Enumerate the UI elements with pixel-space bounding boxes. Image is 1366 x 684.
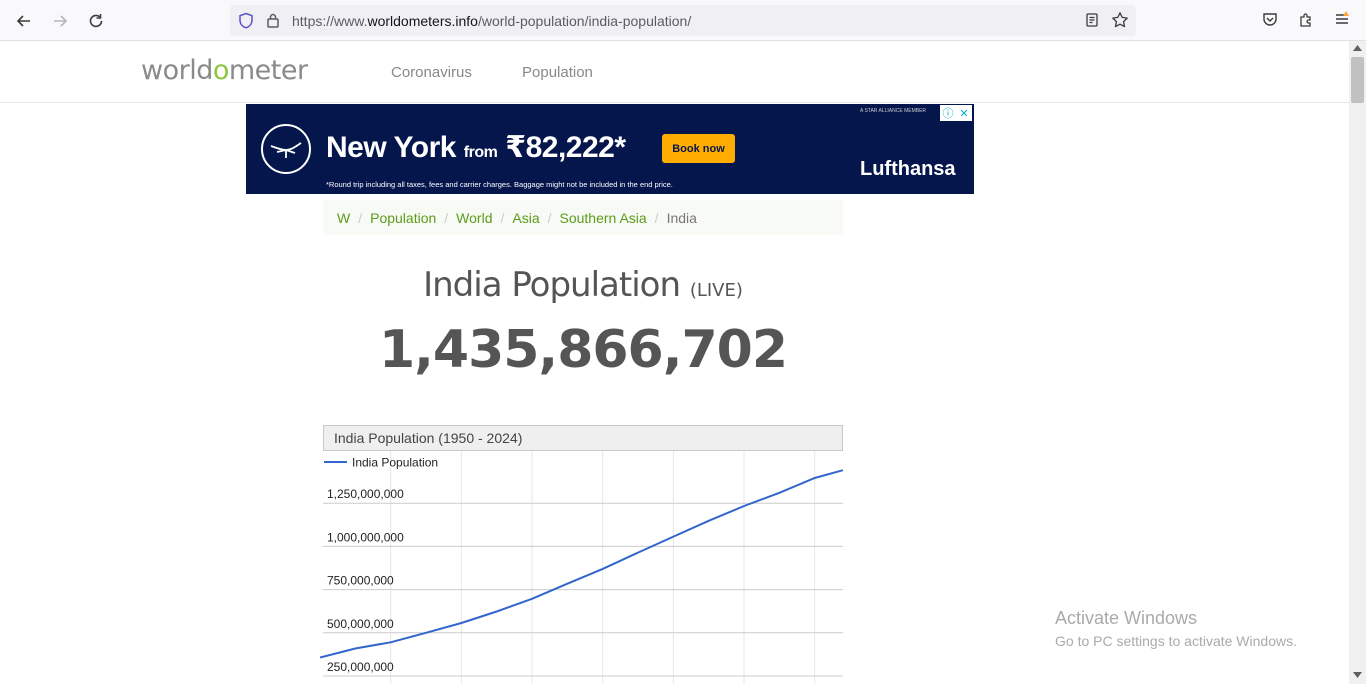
population-chart: 250,000,000 500,000,000 750,000,000 1,000,0… [320,451,844,684]
scroll-down-icon [1353,672,1362,678]
page-scrollbar[interactable] [1349,41,1366,684]
nav-coronavirus[interactable]: Coronavirus [391,64,472,81]
y-tick-label: 1,000,000,000 [327,530,404,544]
address-bar[interactable]: https://www.worldometers.info/world-popu… [230,5,1136,36]
pocket-button[interactable] [1259,8,1281,30]
forward-arrow-icon [54,15,68,27]
breadcrumb-world[interactable]: World [456,209,493,226]
lock-icon [267,13,279,28]
ad-brand: Lufthansa [860,158,956,180]
bookmark-button[interactable] [1109,9,1131,31]
y-tick-label: 750,000,000 [327,574,394,588]
scroll-up-icon [1353,45,1362,51]
extensions-button[interactable] [1295,8,1317,30]
activate-windows-title: Activate Windows [1055,608,1198,628]
breadcrumb-asia[interactable]: Asia [512,209,540,226]
shield-icon [239,12,253,29]
reload-icon [89,14,103,28]
ad-headline: New York from ₹82,222* [326,131,626,164]
breadcrumb-population[interactable]: Population [370,209,437,226]
scroll-thumb[interactable] [1351,57,1364,103]
browser-toolbar: https://www.worldometers.info/world-popu… [0,0,1366,41]
worldometer-logo[interactable]: worldometer [141,55,308,86]
breadcrumb: W / Population / World / Asia / Southern… [323,200,843,235]
ad-fine-print: *Round trip including all taxes, fees an… [326,180,673,189]
live-label: (LIVE) [689,280,743,301]
chart-title: India Population (1950 - 2024) [323,425,843,451]
y-tick-label: 250,000,000 [327,660,394,674]
breadcrumb-separator: / [358,209,363,226]
breadcrumb-india: India [666,209,697,226]
reader-view-button[interactable] [1081,9,1103,31]
pocket-icon [1263,13,1277,26]
series-line-india-population [320,469,844,659]
breadcrumb-separator: / [547,209,552,226]
page-title: India Population (LIVE) [423,265,743,305]
site-header: worldometer Coronavirus Population [0,41,1349,103]
reader-view-icon [1086,13,1098,27]
activate-windows-subtitle: Go to PC settings to activate Windows. [1055,633,1297,649]
ad-close-icon[interactable]: ✕ [959,107,969,120]
breadcrumb-southern-asia[interactable]: Southern Asia [559,209,647,226]
back-arrow-icon [16,15,30,27]
lufthansa-crane-icon [261,124,311,174]
breadcrumb-separator: / [444,209,449,226]
app-menu-button[interactable] [1331,8,1353,30]
back-button[interactable] [11,8,37,34]
star-icon [1112,12,1128,28]
hamburger-menu-icon [1336,11,1349,24]
legend-label: India Population [352,456,438,470]
breadcrumb-separator: / [500,209,505,226]
breadcrumb-w[interactable]: W [337,209,351,226]
url-text[interactable]: https://www.worldometers.info/world-popu… [292,13,692,29]
nav-population[interactable]: Population [522,64,593,81]
y-tick-label: 1,250,000,000 [327,487,404,501]
y-tick-label: 500,000,000 [327,617,394,631]
ad-info-icon[interactable]: ⓘ [942,108,954,120]
breadcrumb-separator: / [654,209,659,226]
ad-controls: ⓘ ✕ [940,105,972,121]
ad-tagline: A STAR ALLIANCE MEMBER [860,108,927,114]
reload-button[interactable] [83,8,109,34]
puzzle-icon [1299,12,1311,27]
ad-banner[interactable]: New York from ₹82,222* Book now *Round t… [246,104,974,194]
ad-book-now-button[interactable]: Book now [662,134,735,163]
forward-button[interactable] [47,8,73,34]
population-counter: 1,435,866,702 [378,320,788,380]
